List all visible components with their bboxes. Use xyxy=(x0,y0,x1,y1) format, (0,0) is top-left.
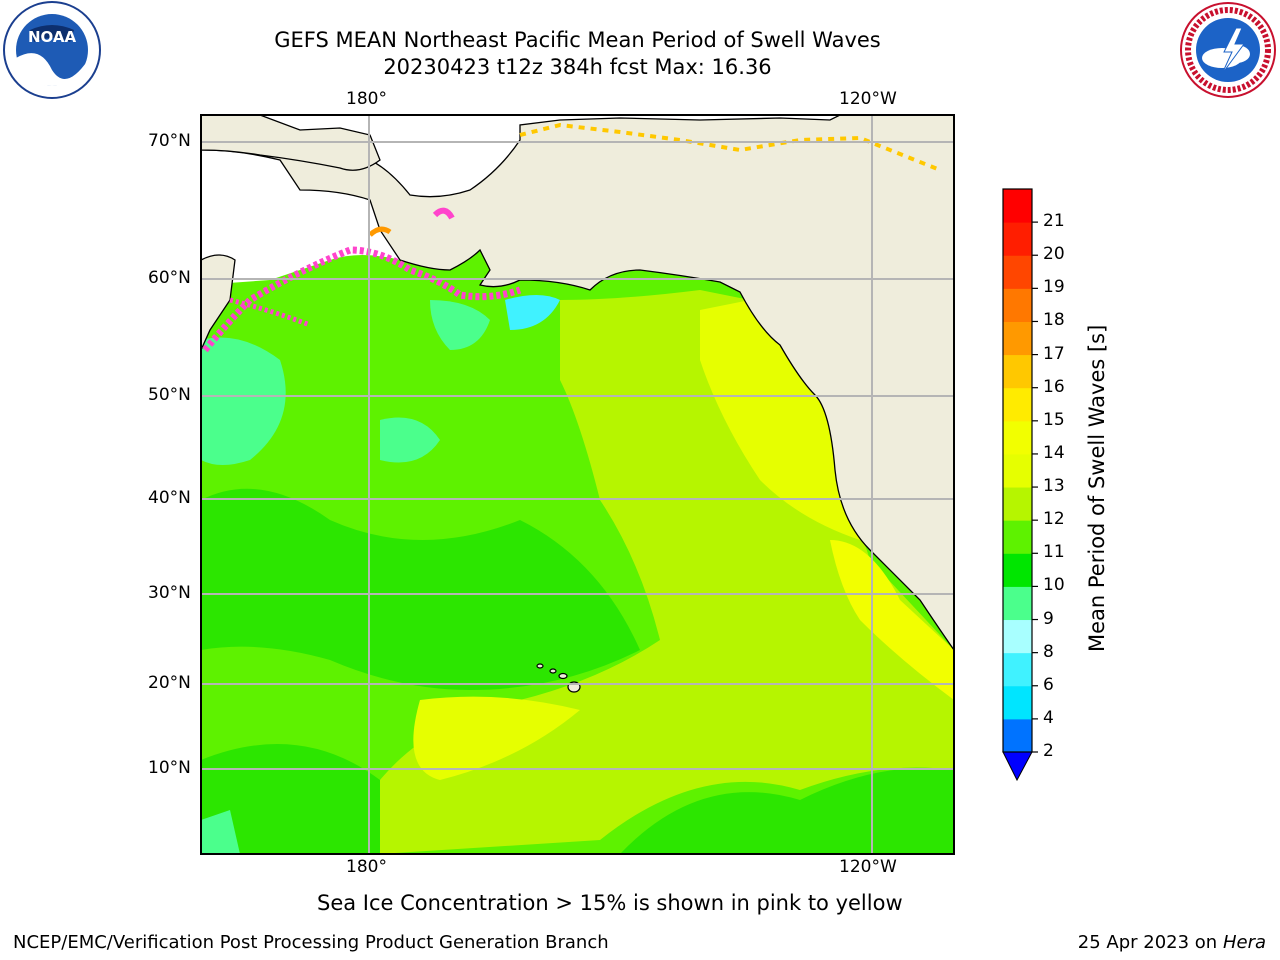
colorbar-tick-label: 2 xyxy=(1043,741,1054,761)
colorbar-segment xyxy=(1003,255,1032,289)
colorbar-segment xyxy=(1003,354,1032,389)
colorbar-tick-label: 11 xyxy=(1043,542,1065,563)
noaa-logo-text: NOAA xyxy=(28,28,77,46)
colorbar-tick-label: 20 xyxy=(1043,244,1065,265)
colorbar-segment xyxy=(1003,718,1032,753)
footer-date: 25 Apr 2023 on xyxy=(1077,932,1223,953)
colorbar-segment xyxy=(1003,387,1032,422)
colorbar-tick-label: 15 xyxy=(1043,409,1065,430)
sea-ice-pink-2 xyxy=(432,207,455,220)
sea-ice-arctic-edge xyxy=(519,122,941,172)
colorbar-segment xyxy=(1003,222,1032,256)
swell-region-10s-bering xyxy=(430,300,490,350)
lon-label-bottom-120w: 120°W xyxy=(839,857,897,877)
colorbar-tick-label: 9 xyxy=(1043,608,1054,629)
colorbar-tick-label: 16 xyxy=(1043,376,1065,397)
lat-label-70n: 70°N xyxy=(148,131,191,151)
colorbar-tick-label: 19 xyxy=(1043,277,1065,298)
swell-region-14s xyxy=(830,540,954,700)
colorbar-tick-label: 8 xyxy=(1043,641,1054,662)
lat-label-20n: 20°N xyxy=(148,673,191,693)
lon-label-top-120w: 120°W xyxy=(839,89,897,109)
lat-label-50n: 50°N xyxy=(148,385,191,405)
colorbar-tick-label: 18 xyxy=(1043,310,1065,331)
colorbar-segment xyxy=(1003,420,1032,455)
colorbar-segment xyxy=(1003,586,1032,621)
colorbar-segment xyxy=(1003,189,1032,223)
graticule xyxy=(201,115,954,854)
swell-region-10s-sw xyxy=(201,810,240,854)
lat-label-40n: 40°N xyxy=(148,488,191,508)
colorbar-segments xyxy=(1003,189,1032,753)
swell-region-11s-south xyxy=(201,744,380,854)
colorbar-segment xyxy=(1003,553,1032,587)
colorbar-segment xyxy=(1003,288,1032,322)
colorbar-tick-label: 4 xyxy=(1043,707,1054,728)
swell-region-13s-central xyxy=(413,696,580,780)
chart-subtitle: 20230423 t12z 384h fcst Max: 16.36 xyxy=(383,55,772,79)
sea-ice-orange-1 xyxy=(368,226,392,237)
colorbar-under-triangle xyxy=(1002,751,1033,782)
footer-right: 25 Apr 2023 on Hera xyxy=(1078,932,1266,953)
colorbar-tick-label: 6 xyxy=(1043,674,1054,695)
land-north-america xyxy=(201,115,954,652)
lat-label-30n: 30°N xyxy=(148,583,191,603)
colorbar-tick-label: 17 xyxy=(1043,343,1065,364)
lat-label-10n: 10°N xyxy=(148,758,191,778)
footer-left: NCEP/EMC/Verification Post Processing Pr… xyxy=(13,932,609,953)
swell-region-11s-west xyxy=(201,488,640,690)
colorbar-segment xyxy=(1003,619,1032,654)
colorbar-segment xyxy=(1003,520,1032,554)
colorbar-tick-label: 12 xyxy=(1043,509,1065,530)
colorbar-axis-label: Mean Period of Swell Waves [s] xyxy=(1085,324,1109,652)
map-frame xyxy=(200,114,955,855)
lon-label-top-180: 180° xyxy=(346,89,387,109)
swell-region-13s-coast xyxy=(700,300,860,540)
colorbar-ticks xyxy=(1032,221,1038,753)
colorbar-segment xyxy=(1003,453,1032,488)
footer-host: Hera xyxy=(1222,932,1266,953)
swell-region-10s-patch xyxy=(380,417,440,463)
colorbar-segment xyxy=(1003,685,1032,720)
colorbar-frame xyxy=(1002,188,1033,753)
colorbar-segment xyxy=(1003,487,1032,521)
noaa-logo: NOAA xyxy=(3,1,101,99)
swell-region-10s-nw xyxy=(201,337,286,465)
nws-logo xyxy=(1180,2,1276,98)
colorbar-segment xyxy=(1003,652,1032,687)
chart-title: GEFS MEAN Northeast Pacific Mean Period … xyxy=(274,28,881,52)
sea-ice-edge-okhotsk xyxy=(229,297,311,328)
colorbar-tick-label: 14 xyxy=(1043,442,1065,463)
sea-ice-caption: Sea Ice Concentration > 15% is shown in … xyxy=(317,891,903,915)
colorbar-segment xyxy=(1003,321,1032,356)
colorbar-tick-label: 21 xyxy=(1043,211,1065,232)
colorbar-tick-label: 13 xyxy=(1043,476,1065,497)
lat-label-60n: 60°N xyxy=(148,268,191,288)
lon-label-bottom-180: 180° xyxy=(346,857,387,877)
swell-region-11s-southeast xyxy=(620,768,954,854)
swell-region-8s-gulf xyxy=(505,295,560,330)
colorbar-tick-label: 10 xyxy=(1043,575,1065,596)
